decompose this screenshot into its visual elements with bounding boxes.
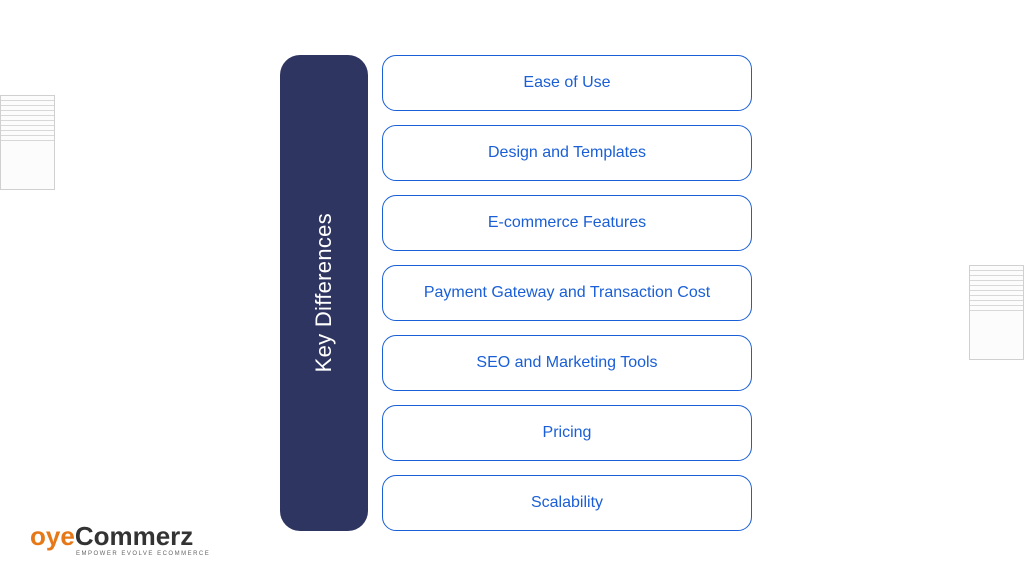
- item-ease-of-use: Ease of Use: [382, 55, 752, 111]
- item-label: Ease of Use: [523, 74, 610, 92]
- diagram-content: Key Differences Ease of Use Design and T…: [280, 55, 752, 531]
- item-label: Pricing: [543, 424, 592, 442]
- title-bar: Key Differences: [280, 55, 368, 531]
- item-design-templates: Design and Templates: [382, 125, 752, 181]
- item-label: E-commerce Features: [488, 214, 646, 232]
- brand-logo: oyeCommerz EMPOWER EVOLVE ECOMMERCE: [30, 523, 210, 557]
- blind-slats: [970, 266, 1023, 313]
- decoration-left: [0, 95, 55, 190]
- decoration-right: [969, 265, 1024, 360]
- logo-text: oyeCommerz: [30, 523, 210, 549]
- item-seo-marketing: SEO and Marketing Tools: [382, 335, 752, 391]
- logo-commerz: Commerz: [75, 521, 193, 551]
- logo-tagline: EMPOWER EVOLVE ECOMMERCE: [76, 551, 210, 557]
- item-pricing: Pricing: [382, 405, 752, 461]
- blind-frame-right: [969, 265, 1024, 360]
- blind-frame-left: [0, 95, 55, 190]
- logo-oye: oye: [30, 521, 75, 551]
- diagram-title: Key Differences: [311, 213, 337, 372]
- items-list: Ease of Use Design and Templates E-comme…: [382, 55, 752, 531]
- item-scalability: Scalability: [382, 475, 752, 531]
- blind-slats: [1, 96, 54, 143]
- item-label: SEO and Marketing Tools: [476, 354, 657, 372]
- item-label: Design and Templates: [488, 144, 646, 162]
- item-payment-gateway: Payment Gateway and Transaction Cost: [382, 265, 752, 321]
- item-label: Scalability: [531, 494, 603, 512]
- item-ecommerce-features: E-commerce Features: [382, 195, 752, 251]
- item-label: Payment Gateway and Transaction Cost: [424, 284, 710, 302]
